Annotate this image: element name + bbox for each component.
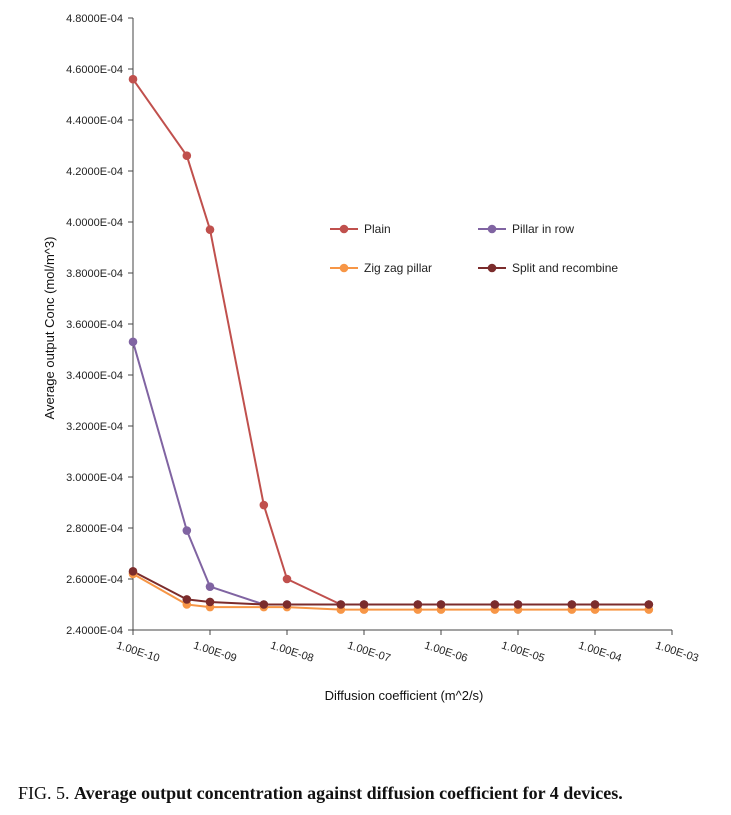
series-line-2 [132, 573, 649, 611]
data-point [567, 600, 577, 609]
data-point [205, 597, 215, 607]
y-tick-label: 3.0000E-04 [66, 472, 123, 484]
data-point [590, 600, 600, 609]
axes [128, 17, 673, 635]
data-point [128, 74, 138, 84]
series-line-3 [132, 570, 649, 606]
caption-text: Average output concentration against dif… [74, 783, 623, 803]
x-tick-label: 1.00E-08 [269, 640, 315, 665]
x-tick-label: 1.00E-07 [346, 640, 392, 665]
y-tick-label: 4.0000E-04 [66, 217, 123, 229]
data-point [282, 574, 292, 584]
data-point [182, 595, 192, 604]
data-point [259, 600, 269, 609]
data-point [436, 600, 446, 609]
data-point [413, 600, 423, 609]
y-axis-title: Average output Conc (mol/m^3) [42, 237, 57, 420]
y-tick-label: 4.6000E-04 [66, 64, 123, 76]
x-axis-title: Diffusion coefficient (m^2/s) [325, 688, 484, 703]
data-point [128, 567, 138, 576]
data-point [182, 151, 192, 160]
y-tick-label: 4.4000E-04 [66, 115, 123, 127]
data-point [359, 600, 369, 609]
figure-caption: FIG. 5. Average output concentration aga… [18, 783, 728, 804]
x-tick-label: 1.00E-05 [500, 640, 546, 665]
data-point [205, 582, 215, 591]
data-point [128, 337, 138, 347]
x-tick-labels: 1.00E-10 1.00E-09 1.00E-08 1.00E-07 1.00E-06… [115, 640, 700, 665]
x-tick-label: 1.00E-06 [423, 640, 469, 665]
x-tick-label: 1.00E-03 [654, 640, 700, 665]
x-tick-label: 1.00E-10 [115, 640, 161, 665]
y-tick-label: 3.6000E-04 [66, 319, 123, 331]
y-tick-label: 3.2000E-04 [66, 421, 123, 433]
y-tick-label: 3.8000E-04 [66, 268, 123, 280]
series-lines [132, 78, 649, 611]
legend-label: Zig zag pillar [364, 261, 432, 275]
legend-swatch-marker [487, 224, 497, 234]
data-point [205, 225, 215, 234]
y-tick-label: 4.8000E-04 [66, 13, 123, 25]
data-point [336, 600, 346, 609]
y-tick-label: 3.4000E-04 [66, 370, 123, 382]
data-point [259, 500, 269, 510]
x-tick-label: 1.00E-04 [577, 640, 623, 665]
legend-label: Split and recombine [512, 261, 618, 275]
y-tick-label: 2.6000E-04 [66, 574, 123, 586]
legend: Plain Pillar in row Zig zag pillar Split an… [330, 222, 618, 275]
data-point [490, 600, 500, 609]
data-point [644, 600, 654, 609]
series-points [128, 74, 654, 614]
series-line-0 [132, 78, 649, 606]
legend-swatch-marker [339, 224, 349, 234]
data-point [182, 526, 192, 535]
series-line-1 [132, 341, 649, 606]
y-tick-labels: 2.4000E-04 2.6000E-04 2.8000E-04 3.0000E-04… [66, 13, 123, 637]
y-tick-label: 2.4000E-04 [66, 625, 123, 637]
y-tick-label: 2.8000E-04 [66, 523, 123, 535]
legend-swatch-marker [487, 263, 497, 273]
legend-label: Pillar in row [512, 222, 574, 236]
data-point [282, 600, 292, 609]
caption-prefix: FIG. 5. [18, 783, 70, 803]
y-tick-label: 4.2000E-04 [66, 166, 123, 178]
legend-label: Plain [364, 222, 391, 236]
x-tick-label: 1.00E-09 [192, 640, 238, 665]
data-point [513, 600, 523, 609]
legend-swatch-marker [339, 263, 349, 273]
